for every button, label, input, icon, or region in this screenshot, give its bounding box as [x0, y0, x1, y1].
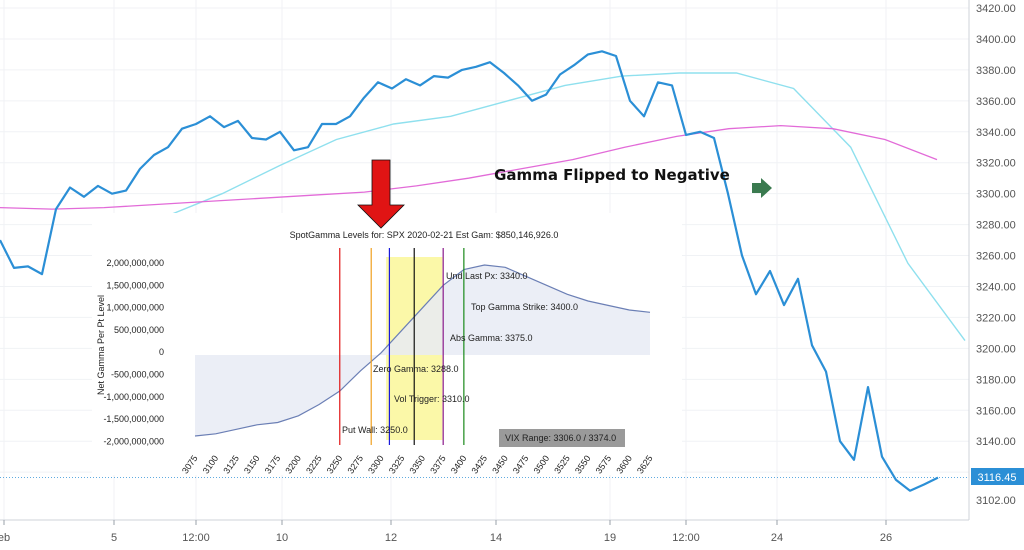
- time-tick-label: eb: [0, 532, 10, 544]
- price-tick-label: 3102.00: [976, 495, 1016, 507]
- vol-trigger-label: Vol Trigger: 3310.0: [394, 394, 470, 404]
- gamma-line: [194, 264, 651, 437]
- abs-gamma-label: Abs Gamma: 3375.0: [450, 333, 533, 343]
- slow-moving-average: [0, 124, 938, 210]
- vix-range-label: VIX Range: 3306.0 / 3374.0: [505, 433, 616, 443]
- top-gamma-strike-label: Top Gamma Strike: 3400.0: [471, 302, 578, 312]
- price-tick-label: 3280.00: [976, 220, 1016, 232]
- price-tick-label: 3180.00: [976, 374, 1016, 386]
- vix-range-box: [499, 429, 625, 447]
- gamma-y-tick-label: 1,500,000,000: [106, 280, 164, 290]
- time-tick-label: 19: [604, 532, 616, 544]
- gamma-y-tick-label: -1,500,000,000: [103, 414, 164, 424]
- gamma-y-tick-label: 2,000,000,000: [106, 258, 164, 268]
- price-tick-label: 3200.00: [976, 343, 1016, 355]
- price-tick-label: 3300.00: [976, 189, 1016, 201]
- price-tick-label: 3420.00: [976, 3, 1016, 15]
- price-tick-label: 3320.00: [976, 158, 1016, 170]
- price-tick-label: 3380.00: [976, 65, 1016, 77]
- right-arrow-icon: [752, 178, 772, 198]
- price-tick-label: 3140.00: [976, 436, 1016, 448]
- und-last-price-label: Und Last Px: 3340.0: [446, 271, 528, 281]
- gamma-y-tick-label: 0: [159, 347, 164, 357]
- time-tick-label: 5: [111, 532, 117, 544]
- price-line: [0, 50, 939, 492]
- gamma-y-tick-label: -500,000,000: [111, 370, 164, 380]
- gamma-y-tick-label: -1,000,000,000: [103, 392, 164, 402]
- price-tick-label: 3400.00: [976, 34, 1016, 46]
- current-price-tag: 3116.45: [971, 468, 1024, 485]
- price-tick-label: 3240.00: [976, 281, 1016, 293]
- price-axis: 3420.00 3400.00 3380.00 3360.00 3340.00 3320.…: [976, 3, 1016, 507]
- gamma-y-tick-label: 500,000,000: [114, 325, 164, 335]
- inset-title: SpotGamma Levels for: SPX 2020-02-21 Est…: [290, 230, 559, 240]
- time-tick-label: 12: [385, 532, 397, 544]
- time-axis: eb 5 12:00 10 12 14 19 12:00 24 26: [0, 520, 892, 544]
- moving-average-lines: [0, 72, 966, 342]
- inset-y-label: Net Gamma Per Pt Level: [96, 295, 106, 395]
- gamma-area: [195, 265, 650, 436]
- down-arrow-icon: [357, 159, 405, 229]
- time-tick-label: 26: [880, 532, 892, 544]
- time-tick-label: 10: [276, 532, 288, 544]
- time-tick-label: 12:00: [672, 532, 700, 544]
- gamma-inset-chart: Und Last Px: 3340.0 Top Gamma Strike: 340…: [103, 248, 655, 476]
- current-price-label: 3116.45: [978, 472, 1017, 484]
- price-tick-label: 3160.00: [976, 405, 1016, 417]
- put-wall-label: Put Wall: 3250.0: [342, 425, 408, 435]
- time-tick-label: 12:00: [182, 532, 210, 544]
- price-tick-label: 3220.00: [976, 312, 1016, 324]
- gamma-y-tick-label: 1,000,000,000: [106, 303, 164, 313]
- time-tick-label: 14: [490, 532, 502, 544]
- price-series: [0, 50, 939, 492]
- fast-moving-average: [164, 72, 966, 342]
- price-tick-label: 3340.00: [976, 127, 1016, 139]
- price-tick-label: 3260.00: [976, 251, 1016, 263]
- gamma-flipped-annotation: Gamma Flipped to Negative: [494, 166, 730, 184]
- time-tick-label: 24: [771, 532, 783, 544]
- gamma-y-tick-label: -2,000,000,000: [103, 436, 164, 446]
- zero-gamma-label: Zero Gamma: 3288.0: [373, 364, 459, 374]
- price-tick-label: 3360.00: [976, 96, 1016, 108]
